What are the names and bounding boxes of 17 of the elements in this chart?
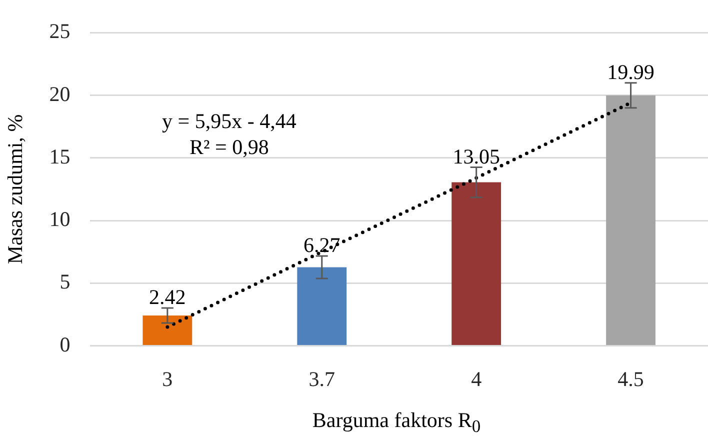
y-tick-label: 0 xyxy=(60,332,70,356)
data-label: 19.99 xyxy=(607,60,654,84)
data-label: 2.42 xyxy=(149,284,186,309)
y-tick-label: 15 xyxy=(49,144,70,168)
y-tick-label: 5 xyxy=(60,270,70,294)
y-axis-title: Masas zudumi, % xyxy=(3,114,28,264)
x-tick-label: 3.7 xyxy=(308,366,335,391)
y-tick-label: 25 xyxy=(49,19,70,44)
y-tick-label: 20 xyxy=(49,82,70,106)
annotation: R² = 0,98 xyxy=(190,135,269,160)
annotation: y = 5,95x - 4,44 xyxy=(162,109,297,134)
x-tick-label: 4 xyxy=(471,366,482,391)
x-tick-label: 3 xyxy=(162,366,173,391)
y-tick-label: 10 xyxy=(49,207,70,232)
data-label: 13.05 xyxy=(452,144,500,168)
x-tick-label: 4.5 xyxy=(618,366,644,391)
x-axis-title: Barguma faktors R$_{0}$ xyxy=(311,408,482,437)
